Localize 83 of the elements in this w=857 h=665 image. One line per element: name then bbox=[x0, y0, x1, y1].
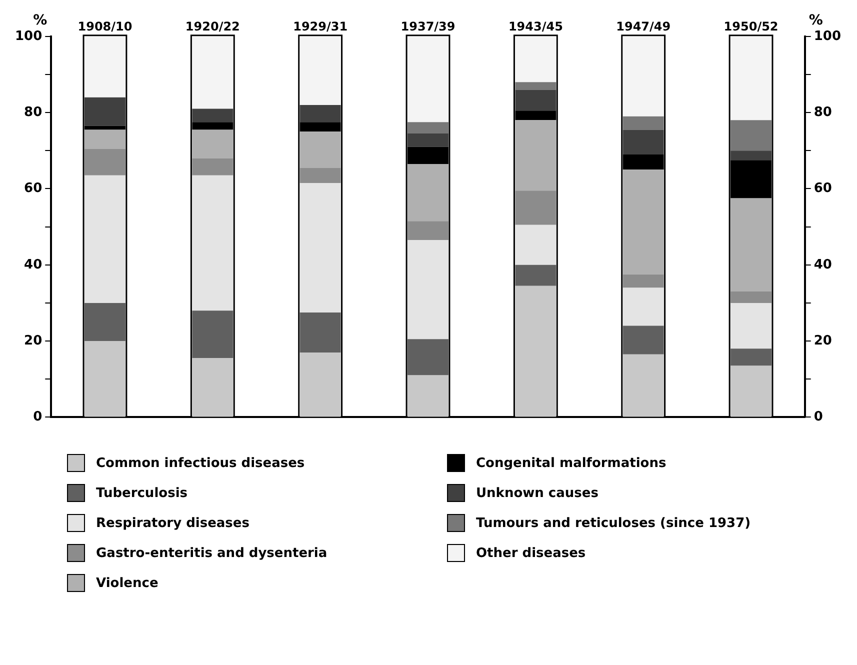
y2-tick-label: 80 bbox=[814, 104, 832, 120]
bar bbox=[408, 221, 448, 240]
bar bbox=[515, 36, 556, 82]
legend-label: Violence bbox=[96, 576, 158, 590]
bar bbox=[515, 120, 556, 191]
y2-tick-label: 40 bbox=[814, 257, 832, 272]
bar bbox=[730, 292, 772, 303]
bar bbox=[730, 120, 772, 151]
bar bbox=[300, 168, 341, 184]
y-tick-label: 80 bbox=[24, 104, 42, 120]
bar bbox=[408, 36, 448, 122]
bar bbox=[84, 175, 126, 303]
bar bbox=[300, 352, 341, 417]
legend-label: Gastro-enteritis and dysenteria bbox=[96, 546, 328, 560]
bar bbox=[84, 341, 126, 417]
bar bbox=[192, 36, 234, 109]
bar bbox=[408, 134, 448, 147]
y-tick-label: 20 bbox=[24, 333, 42, 348]
bar bbox=[730, 366, 772, 417]
bar bbox=[300, 183, 341, 312]
legend-label: Respiratory diseases bbox=[96, 516, 250, 530]
x-tick-label: 1947/49 bbox=[616, 19, 671, 34]
x-tick-label: 1950/52 bbox=[724, 19, 778, 34]
bar bbox=[408, 122, 448, 134]
bar bbox=[515, 264, 556, 286]
bar bbox=[192, 130, 234, 158]
x-tick-label: 1929/31 bbox=[293, 19, 348, 34]
x-tick-label: 1937/39 bbox=[400, 19, 456, 34]
bar bbox=[730, 348, 772, 366]
bar bbox=[192, 358, 234, 417]
x-tick-label: 1920/22 bbox=[185, 19, 240, 34]
legend-label: Congenital malformations bbox=[476, 456, 666, 470]
bar bbox=[730, 150, 772, 160]
bar bbox=[730, 198, 772, 292]
y2-axis-title: % bbox=[808, 12, 823, 28]
bar bbox=[300, 132, 341, 168]
bar bbox=[622, 130, 664, 154]
y-tick-label: 40 bbox=[24, 257, 42, 272]
bar bbox=[515, 224, 556, 265]
bar bbox=[408, 240, 448, 340]
bar bbox=[730, 36, 772, 120]
bar bbox=[84, 130, 126, 149]
bar bbox=[192, 175, 234, 311]
legend-label: Unknown causes bbox=[476, 486, 598, 500]
bar bbox=[622, 288, 664, 326]
x-tick-label: 1943/45 bbox=[508, 19, 563, 34]
bar bbox=[408, 164, 448, 222]
bar bbox=[408, 339, 448, 376]
bar bbox=[84, 97, 126, 126]
bar bbox=[192, 310, 234, 358]
bar bbox=[515, 190, 556, 225]
bar bbox=[300, 312, 341, 352]
y-axis-title: % bbox=[33, 12, 48, 28]
y2-tick-label: 100 bbox=[814, 28, 842, 44]
bar bbox=[515, 90, 556, 111]
bar bbox=[84, 148, 126, 176]
bar bbox=[622, 274, 664, 288]
bar bbox=[730, 302, 772, 349]
y-tick-label: 100 bbox=[14, 28, 42, 44]
bar bbox=[622, 326, 664, 354]
bar bbox=[300, 36, 341, 105]
y2-tick-label: 0 bbox=[814, 410, 823, 425]
bar bbox=[84, 302, 126, 342]
legend-label: Tumours and reticuloses (since 1937) bbox=[476, 516, 751, 530]
bar bbox=[192, 158, 234, 176]
bar bbox=[515, 286, 556, 417]
y-tick-label: 60 bbox=[24, 181, 42, 196]
bar bbox=[515, 82, 556, 90]
bar bbox=[192, 108, 234, 122]
y-tick-label: 0 bbox=[33, 410, 42, 425]
bar bbox=[408, 375, 448, 417]
legend-label: Common infectious diseases bbox=[96, 456, 305, 470]
legend-label: Other diseases bbox=[476, 546, 586, 560]
y2-tick-label: 60 bbox=[814, 181, 832, 196]
bar bbox=[622, 170, 664, 274]
bar bbox=[84, 36, 126, 98]
y2-tick-label: 20 bbox=[814, 333, 832, 348]
bar bbox=[622, 116, 664, 130]
bar bbox=[300, 104, 341, 122]
legend-label: Tuberculosis bbox=[96, 486, 188, 500]
x-tick-label: 1908/10 bbox=[78, 19, 132, 34]
bar bbox=[622, 354, 664, 417]
bar bbox=[622, 36, 664, 116]
